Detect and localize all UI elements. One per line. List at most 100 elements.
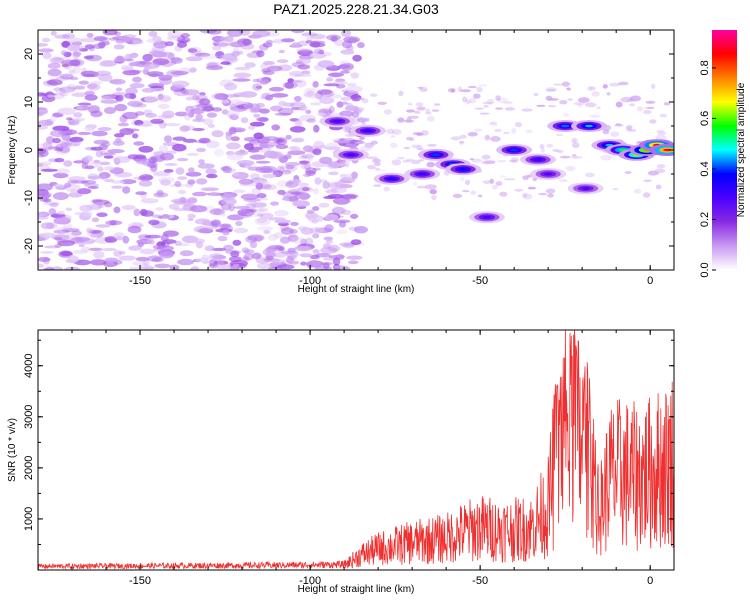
- spectrogram-speckle: [98, 73, 113, 82]
- spectrogram-speckle: [54, 148, 64, 152]
- spectrogram-speckle: [86, 83, 98, 89]
- spectrogram-speckle: [295, 48, 313, 52]
- spectrogram-speckle: [606, 92, 611, 96]
- spectrogram-speckle: [103, 152, 116, 156]
- spectrogram-speckle: [300, 261, 307, 266]
- spectrogram-speckle: [109, 220, 117, 226]
- spectrogram-speckle: [40, 192, 52, 198]
- spectrogram-speckle: [104, 166, 115, 171]
- spectrogram-speckle: [127, 69, 142, 74]
- spectrogram-speckle: [174, 240, 183, 246]
- spectrogram-speckle: [340, 102, 349, 105]
- spectrogram-speckle: [471, 158, 482, 163]
- spectrogram-speckle: [77, 131, 92, 136]
- spectrogram-speckle: [164, 135, 172, 143]
- spectrogram-blob: [561, 124, 570, 128]
- spectrogram-speckle: [406, 116, 412, 123]
- spectrogram-speckle: [348, 226, 361, 231]
- spectrogram-speckle: [357, 42, 365, 49]
- spectrogram-speckle: [233, 189, 246, 194]
- spectrogram-speckle: [612, 188, 619, 191]
- spectrogram-speckle: [460, 89, 471, 93]
- spectrogram-speckle: [284, 81, 295, 89]
- snr-plot-area: [38, 330, 674, 570]
- spectrogram-speckle: [52, 183, 65, 188]
- spectrogram-speckle: [222, 165, 232, 174]
- spectrogram-speckle: [95, 224, 112, 228]
- spectrogram-speckle: [327, 161, 340, 169]
- spectrogram-speckle: [76, 188, 92, 195]
- spectrogram-speckle: [495, 181, 503, 186]
- spectrogram-speckle: [243, 137, 259, 142]
- spectrogram-speckle: [214, 148, 224, 157]
- spectrogram-speckle: [278, 107, 294, 116]
- spectrogram-speckle: [539, 144, 545, 149]
- spectrogram-speckle: [129, 266, 148, 270]
- spectrogram-speckle: [292, 179, 300, 185]
- spectrogram-speckle: [305, 36, 313, 43]
- spectrogram-speckle: [321, 51, 332, 57]
- spectrogram-speckle: [298, 160, 311, 164]
- spectrogram-blob: [663, 148, 672, 152]
- spectrogram-speckle: [138, 180, 153, 187]
- spectrogram-speckle: [243, 198, 262, 202]
- spectrogram-speckle: [52, 172, 69, 179]
- spectrogram-speckle: [299, 253, 313, 258]
- spectrogram-speckle: [101, 247, 117, 252]
- spectrogram-speckle: [342, 112, 347, 116]
- spectrogram-speckle: [274, 210, 289, 217]
- spectrogram-speckle: [307, 153, 314, 161]
- spectrogram-speckle: [401, 160, 411, 163]
- spectrogram-speckle: [41, 168, 58, 172]
- spectrogram-speckle: [49, 129, 67, 137]
- spectrogram-speckle: [192, 191, 208, 197]
- spectrogram-speckle: [69, 136, 84, 143]
- spectrogram-blob: [459, 167, 468, 171]
- spectrogram-speckle: [319, 96, 335, 105]
- spectrogram-speckle: [41, 37, 51, 43]
- spectrogram-speckle: [302, 173, 312, 177]
- spectrogram-speckle: [351, 111, 360, 118]
- spectrogram-speckle: [306, 209, 315, 214]
- spectrogram-speckle: [334, 140, 351, 144]
- spectrogram-speckle: [93, 251, 105, 259]
- spectrogram-speckle: [194, 218, 210, 225]
- spectrogram-speckle: [390, 135, 396, 138]
- spectrogram-speckle: [277, 189, 286, 195]
- spectrogram-speckle: [97, 203, 105, 208]
- spectrogram-speckle: [350, 213, 359, 219]
- spectrogram-speckle: [59, 86, 76, 93]
- spectrogram-speckle: [483, 105, 489, 108]
- spectrogram-speckle: [552, 148, 560, 153]
- spectrogram-speckle: [136, 123, 153, 128]
- spectrogram-speckle: [97, 127, 112, 131]
- spectrogram-speckle: [514, 188, 523, 192]
- spectrogram-speckle: [242, 38, 251, 45]
- spectrogram-speckle: [278, 100, 287, 107]
- spectrogram-x-tick-label: 0: [647, 275, 653, 287]
- spectrogram-speckle: [331, 206, 346, 215]
- spectrogram-blob: [333, 119, 342, 123]
- spectrogram-speckle: [538, 192, 548, 196]
- spectrogram-speckle: [233, 72, 252, 79]
- spectrogram-speckle: [342, 101, 348, 106]
- spectrogram-speckle: [459, 134, 467, 139]
- spectrogram-speckle: [44, 119, 54, 126]
- spectrogram-speckle: [77, 102, 92, 106]
- spectrogram-speckle: [347, 37, 358, 44]
- spectrogram-speckle: [204, 245, 215, 252]
- spectrogram-speckle: [205, 65, 224, 71]
- spectrogram-speckle: [54, 34, 70, 39]
- spectrogram-speckle: [216, 266, 230, 270]
- spectrogram-speckle: [292, 137, 305, 143]
- spectrogram-speckle: [198, 137, 211, 144]
- spectrogram-speckle: [49, 57, 64, 64]
- spectrogram-speckle: [49, 202, 59, 208]
- spectrogram-speckle: [90, 233, 98, 238]
- spectrogram-speckle: [236, 128, 244, 133]
- spectrogram-speckle: [60, 251, 73, 257]
- spectrogram-speckle: [158, 176, 175, 184]
- spectrogram-speckle: [280, 250, 298, 255]
- spectrogram-speckle: [187, 213, 196, 219]
- spectrogram-speckle: [222, 229, 230, 236]
